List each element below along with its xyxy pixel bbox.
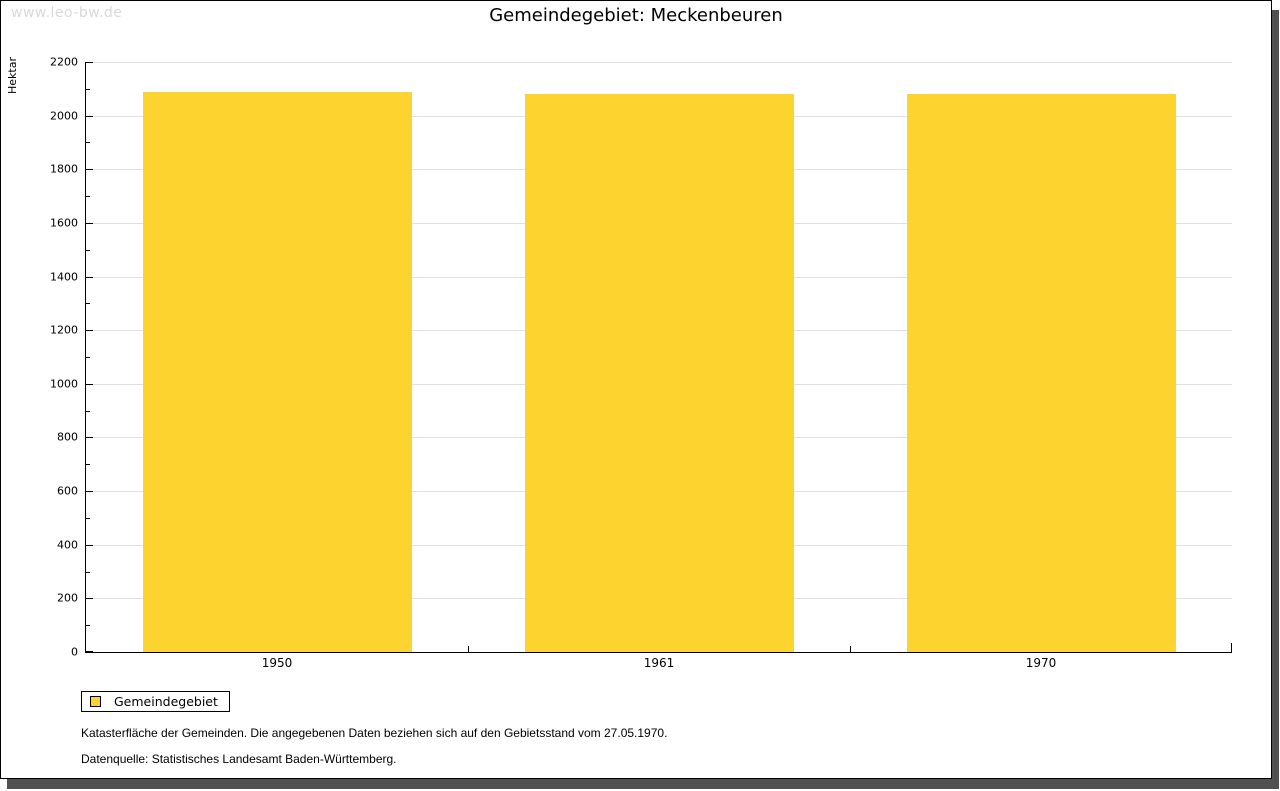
watermark: www.leo-bw.de (11, 5, 123, 21)
footnote-source: Datenquelle: Statistisches Landesamt Bad… (81, 752, 397, 766)
y-minor-tick (86, 249, 90, 251)
x-boundary-tick (850, 646, 851, 652)
y-tick-label: 1600 (50, 216, 78, 230)
y-minor-tick (86, 410, 90, 412)
y-tick-label: 1400 (50, 270, 78, 284)
y-tick-label: 2000 (50, 109, 78, 123)
bar-1970 (906, 94, 1176, 652)
y-major-tick (86, 383, 93, 385)
gridline (86, 62, 1232, 63)
y-tick-label: 0 (71, 645, 78, 659)
bar-1950 (142, 92, 412, 652)
y-tick-label: 2200 (50, 55, 78, 69)
y-tick-label: 1000 (50, 377, 78, 391)
x-tick-label: 1950 (261, 656, 293, 670)
footnote-description: Katasterfläche der Gemeinden. Die angege… (81, 726, 668, 740)
legend: Gemeindegebiet (81, 691, 230, 712)
y-major-tick (86, 222, 93, 224)
y-major-tick (86, 276, 93, 278)
chart-page: www.leo-bw.de Gemeindegebiet: Meckenbeur… (0, 0, 1272, 779)
plot-area: 1950 1961 1970 (85, 62, 1232, 670)
y-major-tick (86, 544, 93, 546)
y-minor-tick (86, 303, 90, 305)
y-minor-tick (86, 357, 90, 358)
x-tick-label: 1970 (1025, 656, 1057, 670)
y-major-tick (86, 330, 93, 332)
y-tick-label: 1800 (50, 162, 78, 176)
x-axis-end-tick (1231, 643, 1232, 652)
legend-label: Gemeindegebiet (114, 694, 218, 709)
y-minor-tick (86, 196, 90, 198)
y-minor-tick (86, 464, 90, 466)
y-minor-tick (86, 517, 90, 519)
y-minor-tick (86, 88, 90, 90)
y-major-tick (86, 169, 93, 171)
y-minor-tick (86, 571, 90, 573)
y-major-tick (86, 651, 93, 652)
x-boundary-tick (468, 646, 469, 652)
y-minor-tick (86, 625, 90, 627)
y-minor-tick (86, 142, 90, 144)
y-major-tick (86, 437, 93, 439)
y-major-tick (86, 115, 93, 117)
y-major-tick (86, 598, 93, 600)
y-major-tick (86, 491, 93, 493)
y-tick-label: 200 (57, 591, 78, 605)
y-tick-label: 400 (57, 538, 78, 552)
y-major-tick (86, 62, 93, 63)
y-tick-label: 1200 (50, 323, 78, 337)
legend-swatch-icon (90, 696, 101, 707)
y-tick-label: 800 (57, 430, 78, 444)
page-title: Gemeindegebiet: Meckenbeuren (489, 5, 783, 26)
x-tick-label: 1961 (643, 656, 675, 670)
y-tick-label: 600 (57, 484, 78, 498)
y-axis-labels: 0 200 400 600 800 1000 1200 1400 1600 1800 2000 220… (1, 56, 78, 659)
bar-1961 (524, 93, 794, 652)
